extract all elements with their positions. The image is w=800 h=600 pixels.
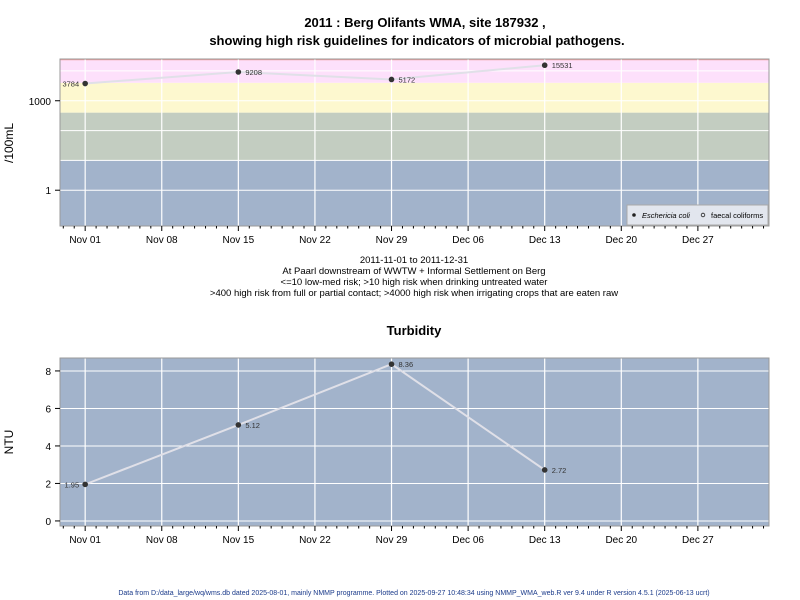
data-label: 9208 (245, 68, 262, 77)
y-tick-label: 1000 (29, 97, 52, 108)
x-tick-label: Nov 15 (223, 235, 255, 246)
x-tick-label: Dec 27 (682, 235, 714, 246)
y-tick-label: 8 (45, 367, 51, 378)
panel-frame (59, 357, 770, 527)
y-tick-label: 0 (45, 517, 51, 528)
data-label: 3784 (62, 80, 79, 89)
caption-line-4: >400 high risk from full or partial cont… (210, 288, 618, 299)
legend-marker-ecoli (632, 213, 636, 217)
y-tick-label: 1 (45, 186, 51, 197)
x-tick-label: Nov 08 (146, 235, 178, 246)
data-label: 8.36 (399, 360, 414, 369)
caption-line-1: 2011-11-01 to 2011-12-31 (360, 255, 468, 266)
data-point (82, 80, 88, 87)
risk-band (60, 82, 769, 113)
data-label: 15531 (552, 61, 573, 70)
x-tick-label: Nov 22 (299, 535, 331, 546)
data-point (541, 467, 548, 473)
data-label: 5.12 (245, 421, 260, 430)
caption-line-2: At Paarl downstream of WWTW + Informal S… (282, 266, 545, 277)
x-tick-label: Dec 20 (605, 235, 637, 246)
data-point (388, 361, 395, 367)
turbidity-title: Turbidity (387, 323, 442, 338)
data-label: 5172 (399, 75, 416, 84)
x-tick-label: Dec 27 (682, 535, 714, 546)
data-label: 1.95 (65, 480, 80, 489)
x-tick-label: Dec 20 (605, 535, 637, 546)
panel-frame (59, 58, 770, 227)
legend-marker-faecal (700, 212, 706, 218)
data-point (235, 422, 242, 428)
x-tick-label: Dec 06 (452, 235, 484, 246)
x-tick-label: Dec 13 (529, 535, 561, 546)
x-tick-label: Nov 01 (69, 235, 101, 246)
y-tick-label: 6 (45, 404, 51, 415)
x-tick-label: Dec 06 (452, 535, 484, 546)
x-tick-label: Nov 15 (223, 535, 255, 546)
series-line (84, 363, 546, 486)
legend-label-ecoli: Eschericia coli (642, 211, 690, 220)
footer-note: Data from D:/data_large/wq/wms.db dated … (118, 590, 709, 597)
plot-background (60, 358, 769, 526)
y-tick-label: 2 (45, 479, 51, 490)
risk-band (60, 112, 769, 161)
chart-title-line1: 2011 : Berg Olifants WMA, site 187932 , (304, 15, 545, 30)
x-tick-label: Nov 29 (376, 235, 408, 246)
data-point (235, 69, 242, 75)
caption-line-3: <=10 low-med risk; >10 high risk when dr… (281, 277, 548, 288)
legend-label-faecal: faecal coliforms (711, 211, 763, 220)
legend-box (626, 204, 769, 226)
x-tick-label: Nov 08 (146, 535, 178, 546)
data-point (541, 62, 548, 69)
data-point (82, 481, 88, 488)
x-tick-label: Nov 22 (299, 235, 331, 246)
data-point (388, 76, 395, 83)
x-tick-label: Nov 29 (376, 535, 408, 546)
series-line (85, 64, 545, 85)
y-axis-label-ntu: NTU (2, 430, 16, 455)
chart-title-line2: showing high risk guidelines for indicat… (209, 33, 624, 48)
x-tick-label: Dec 13 (529, 235, 561, 246)
y-axis-label-micro: /100mL (2, 123, 16, 163)
x-tick-label: Nov 01 (69, 535, 101, 546)
y-tick-label: 4 (45, 442, 51, 453)
data-label: 2.72 (552, 466, 567, 475)
